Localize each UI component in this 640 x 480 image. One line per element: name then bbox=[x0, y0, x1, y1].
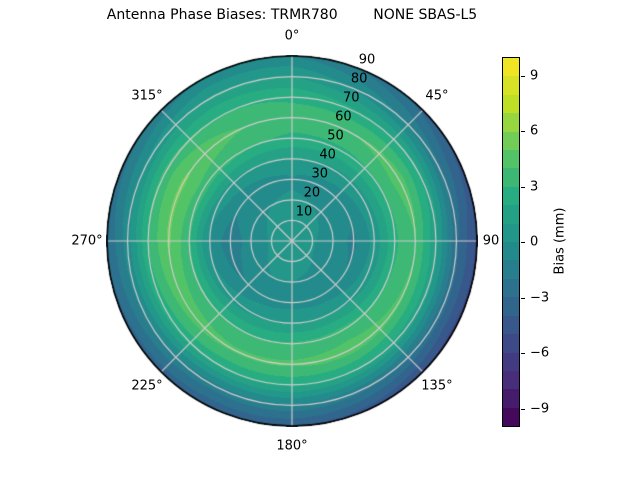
colorbar-tick-label: −6 bbox=[530, 345, 550, 361]
colorbar-segment bbox=[503, 242, 519, 261]
colorbar-tick-mark bbox=[521, 186, 525, 188]
azimuth-tick-label: 225° bbox=[131, 378, 163, 394]
colorbar-segment bbox=[503, 76, 519, 95]
colorbar-tick-label: 0 bbox=[530, 234, 539, 250]
colorbar-segment bbox=[503, 407, 519, 427]
plot-title: Antenna Phase Biases: TRMR780 NONE SBAS-… bbox=[106, 7, 478, 23]
radial-tick-label: 90 bbox=[358, 52, 376, 68]
colorbar-tick-label: −3 bbox=[530, 290, 550, 305]
colorbar-segment bbox=[503, 334, 519, 353]
colorbar-tick-mark bbox=[521, 242, 525, 243]
colorbar-axis-label: Bias (mm) bbox=[552, 207, 568, 275]
azimuth-tick-label: 45° bbox=[425, 88, 449, 104]
colorbar-tick-mark bbox=[521, 131, 525, 132]
colorbar-segment bbox=[503, 260, 519, 279]
azimuth-tick-label: 180° bbox=[276, 438, 308, 454]
radial-tick-label: 10 bbox=[295, 204, 313, 220]
colorbar-segment bbox=[503, 186, 519, 206]
colorbar-tick-mark bbox=[521, 408, 525, 410]
colorbar-segment bbox=[503, 168, 519, 187]
colorbar-tick-mark bbox=[521, 297, 525, 299]
colorbar-tick-label: −9 bbox=[530, 401, 550, 416]
radial-tick-label: 80 bbox=[350, 71, 368, 87]
colorbar-tick-label: 6 bbox=[530, 123, 539, 139]
radial-tick-label: 30 bbox=[311, 166, 329, 182]
polar-heatmap bbox=[106, 55, 478, 427]
colorbar-segment bbox=[503, 223, 519, 243]
colorbar-segment bbox=[503, 150, 519, 169]
radial-tick-label: 20 bbox=[303, 185, 321, 201]
colorbar-segment bbox=[503, 113, 519, 132]
azimuth-tick-label: 135° bbox=[421, 378, 453, 394]
azimuth-tick-label: 315° bbox=[131, 88, 163, 104]
colorbar-segment bbox=[503, 131, 519, 151]
azimuth-tick-label: 90 bbox=[482, 233, 500, 249]
colorbar-segment bbox=[503, 205, 519, 224]
azimuth-tick-label: 270° bbox=[71, 233, 103, 249]
colorbar-tick-mark bbox=[521, 75, 525, 77]
colorbar-segment bbox=[503, 297, 519, 316]
colorbar-segment bbox=[503, 58, 519, 77]
colorbar-segment bbox=[503, 278, 519, 298]
colorbar-segment bbox=[503, 315, 519, 335]
radial-tick-label: 60 bbox=[335, 109, 352, 125]
colorbar-segment bbox=[503, 352, 519, 371]
azimuth-tick-label: 0° bbox=[284, 28, 300, 44]
colorbar-tick-label: 3 bbox=[530, 179, 539, 194]
radial-tick-label: 50 bbox=[327, 128, 344, 144]
colorbar-tick-mark bbox=[521, 353, 525, 354]
colorbar-segment bbox=[503, 94, 519, 114]
colorbar-tick-label: 9 bbox=[530, 68, 539, 83]
colorbar bbox=[502, 57, 520, 427]
radial-tick-label: 40 bbox=[319, 147, 336, 163]
radial-tick-label: 70 bbox=[342, 90, 360, 106]
colorbar-segment bbox=[503, 389, 519, 408]
colorbar-segment bbox=[503, 370, 519, 390]
